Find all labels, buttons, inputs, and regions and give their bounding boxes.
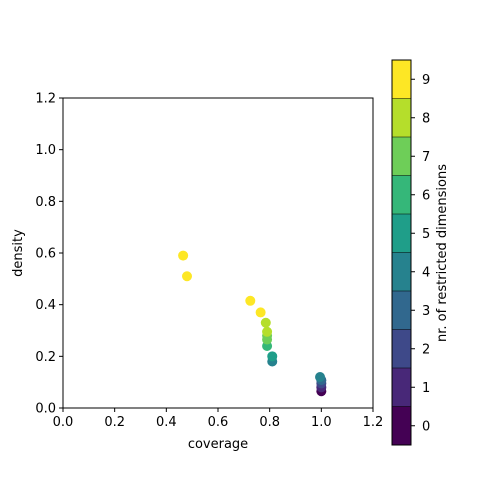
x-tick-label: 1.0 (311, 415, 332, 430)
colorbar-segment (392, 291, 411, 330)
scatter-point (178, 250, 189, 261)
y-tick-label: 1.0 (35, 143, 56, 158)
colorbar-tick-label: 1 (422, 381, 430, 396)
x-tick-label: 0.4 (156, 415, 177, 430)
colorbar-tick-label: 7 (422, 150, 430, 165)
x-axis-label: coverage (188, 437, 248, 452)
x-tick-label: 0.8 (259, 415, 280, 430)
colorbar-label: nr. of restricted dimensions (435, 164, 450, 342)
colorbar-segment (392, 406, 411, 445)
colorbar-tick-label: 4 (422, 265, 430, 280)
scatter-points (178, 250, 327, 397)
y-tick-label: 1.2 (35, 92, 56, 107)
colorbar-segment (392, 98, 411, 137)
scatter-point (260, 317, 271, 328)
colorbar-tick-label: 9 (422, 73, 430, 88)
y-axis-label: density (11, 229, 26, 277)
scatter-point (267, 351, 278, 362)
y-tick-label: 0.0 (35, 402, 56, 417)
y-tick-label: 0.8 (35, 195, 56, 210)
colorbar-tick-label: 0 (422, 419, 430, 434)
scatter-point (315, 372, 326, 382)
colorbar-frame (391, 59, 412, 446)
y-tick-label: 0.6 (35, 247, 56, 262)
colorbar-tick-label: 5 (422, 227, 430, 242)
colorbar-segment (392, 60, 411, 99)
colorbar-segment (392, 137, 411, 176)
colorbar: 0 1 2 3 4 5 6 7 8 9 (391, 59, 430, 446)
y-axis: 0.0 0.2 0.4 0.6 0.8 1.0 1.2 (35, 92, 63, 417)
colorbar-tick-label: 3 (422, 304, 430, 319)
scatter-point (255, 307, 266, 318)
scatter-point (182, 271, 192, 282)
y-tick-label: 0.4 (35, 298, 56, 313)
scatter-point (262, 326, 273, 337)
scatter-point (245, 295, 256, 306)
x-axis: 0.0 0.2 0.4 0.6 0.8 1.0 1.2 (53, 408, 384, 430)
colorbar-segment (392, 214, 411, 253)
x-tick-label: 0.6 (208, 415, 229, 430)
colorbar-segment (392, 175, 411, 214)
colorbar-tick-label: 8 (422, 111, 430, 126)
x-tick-label: 1.2 (363, 415, 384, 430)
y-tick-label: 0.2 (35, 350, 56, 365)
colorbar-segment (392, 252, 411, 291)
colorbar-segment (392, 329, 411, 368)
plot-area (62, 97, 374, 409)
colorbar-segment (392, 368, 411, 407)
x-tick-label: 0.0 (53, 415, 74, 430)
x-tick-label: 0.2 (104, 415, 125, 430)
colorbar-tick-label: 2 (422, 342, 430, 357)
colorbar-tick-label: 6 (422, 188, 430, 203)
